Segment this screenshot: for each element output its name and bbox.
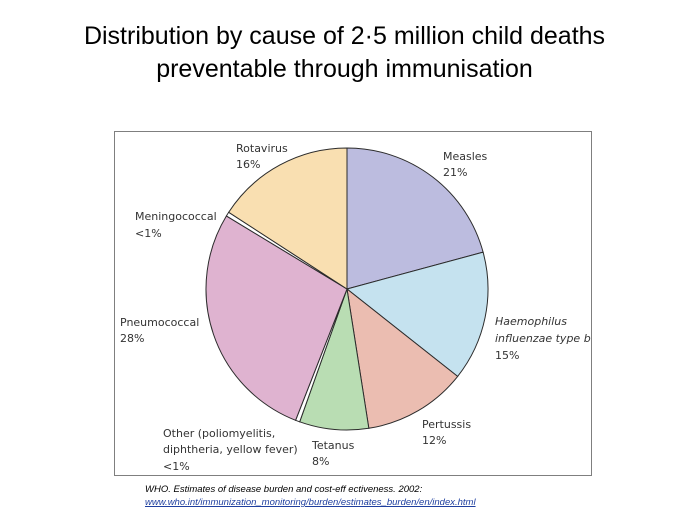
value-meningococcal: <1%	[135, 227, 162, 240]
label-other-line1: Other (poliomyelitis,	[163, 427, 275, 440]
value-tetanus: 8%	[312, 455, 329, 468]
slice-rotavirus	[228, 147, 348, 290]
label-other-line2: diphtheria, yellow fever)	[163, 443, 298, 456]
slide-title: Distribution by cause of 2·5 million chi…	[0, 20, 689, 86]
label-pertussis: Pertussis	[422, 418, 471, 431]
value-hib: 15%	[495, 349, 519, 362]
label-meningococcal: Meningococcal	[135, 210, 217, 223]
value-pertussis: 12%	[422, 434, 446, 447]
value-pneumococcal: 28%	[120, 332, 144, 345]
label-tetanus: Tetanus	[311, 439, 355, 452]
title-line-2: preventable through immunisation	[156, 55, 533, 83]
value-measles: 21%	[443, 166, 467, 179]
value-rotavirus: 16%	[236, 158, 260, 171]
citation: WHO. Estimates of disease burden and cos…	[145, 483, 476, 509]
slice-haemophilus	[345, 251, 489, 378]
slice-pertussis	[346, 287, 459, 429]
label-hib-line1: Haemophilus	[495, 315, 567, 328]
citation-link[interactable]: www.who.int/immunization_monitoring/burd…	[145, 497, 476, 508]
value-other: <1%	[163, 460, 190, 473]
slice-measles	[346, 147, 484, 290]
label-pneumococcal: Pneumococcal	[120, 316, 199, 329]
citation-text: WHO. Estimates of disease burden and cos…	[145, 484, 423, 495]
label-measles: Measles	[443, 150, 488, 163]
title-line-1: Distribution by cause of 2·5 million chi…	[83, 22, 606, 50]
label-rotavirus: Rotavirus	[236, 142, 288, 155]
slice-pneumococcal	[205, 215, 348, 421]
label-hib-line2: influenzae type b	[495, 332, 591, 345]
